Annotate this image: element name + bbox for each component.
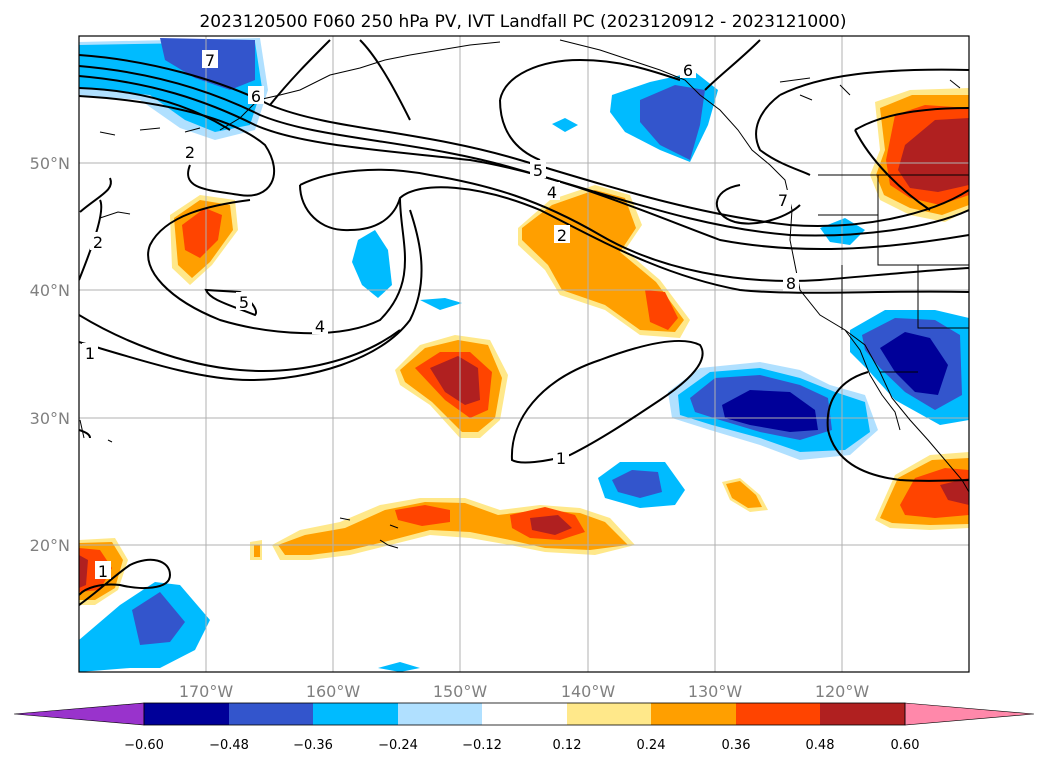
colorbar: −0.60 −0.48 −0.36 −0.24 −0.12 0.12 0.24 … [13,702,1035,753]
colorbar-tick-label: 0.24 [637,738,666,753]
contour-label: 6 [251,87,261,106]
negative-anomaly-south [79,462,685,672]
contour-labels: 7 6 6 2 2 5 4 2 5 4 7 8 1 1 [82,50,799,581]
figure-title: 2023120500 F060 250 hPa PV, IVT Landfall… [199,12,846,32]
negative-anomaly-alaska-panhandle [552,72,718,162]
colorbar-tick-labels: −0.60 −0.48 −0.36 −0.24 −0.12 0.12 0.24 … [124,738,919,753]
lon-tick-label: 130°W [688,682,743,701]
negative-anomaly-subtropical [668,362,878,460]
lat-tick-label: 40°N [30,281,70,300]
colorbar-bin [144,703,229,725]
contour-label: 5 [239,293,249,312]
gridlines [79,36,969,672]
map-panel: 7 6 6 2 2 5 4 2 5 4 7 8 1 1 [78,35,970,673]
lat-tick-label: 20°N [30,536,70,555]
lon-tick-labels: 170°W 160°W 150°W 140°W 130°W 120°W [179,682,870,701]
colorbar-tick-label: 0.48 [806,738,835,753]
positive-anomaly-central [395,335,508,438]
lon-tick-label: 160°W [306,682,361,701]
pv-contours [79,39,969,606]
contour-label: 1 [556,449,566,468]
lat-tick-label: 30°N [30,409,70,428]
contour-label: 4 [547,183,557,202]
colorbar-tick-label: −0.12 [462,738,502,753]
map-frame [78,35,970,673]
contour-label: 5 [533,161,543,180]
contour-label: 1 [85,344,95,363]
coastlines [79,39,969,549]
colorbar-bin [482,703,567,725]
colorbar-bin [398,703,482,725]
colorbar-tick-label: −0.36 [293,738,333,753]
contour-label: 2 [93,233,103,252]
colorbar-frame [143,702,906,726]
colorbar-extend-low [13,702,145,726]
colorbar-bin [736,703,820,725]
lon-tick-label: 120°W [815,682,870,701]
contour-label: 4 [315,317,325,336]
colorbar-tick-label: −0.60 [124,738,164,753]
colorbar-extend-high [904,702,1035,726]
contour-label: 2 [557,226,567,245]
contour-label: 7 [778,191,788,210]
colorbar-bin [229,703,313,725]
colorbar-tick-label: −0.48 [209,738,249,753]
negative-anomaly-baja [850,310,969,425]
lon-tick-label: 150°W [433,682,488,701]
contour-label: 8 [786,274,796,293]
colorbar-bin [820,703,905,725]
colorbar-tick-label: 0.12 [553,738,582,753]
positive-anomaly-west [170,195,238,285]
contour-label: 1 [98,562,108,581]
colorbar-bin [567,703,651,725]
colorbar-bin [313,703,398,725]
lon-tick-label: 140°W [561,682,616,701]
lat-tick-labels: 50°N 40°N 30°N 20°N [30,154,70,555]
lon-tick-label: 170°W [179,682,234,701]
contour-label: 2 [185,143,195,162]
colorbar-tick-label: 0.60 [891,738,920,753]
colorbar-bin [651,703,736,725]
contour-label: 6 [683,61,693,80]
contour-label: 7 [205,51,215,70]
map-background [79,36,969,672]
colorbar-tick-label: −0.24 [378,738,418,753]
lat-tick-label: 50°N [30,154,70,173]
colorbar-tick-label: 0.36 [722,738,751,753]
